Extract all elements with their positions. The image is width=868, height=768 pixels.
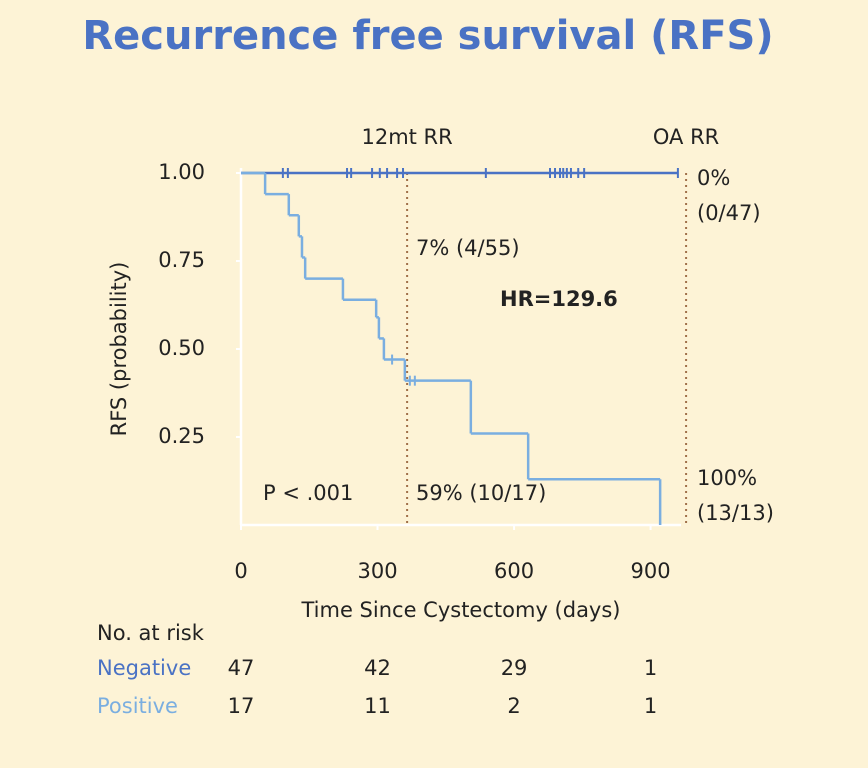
annotation: HR=129.6	[500, 287, 618, 311]
annotation: (0/47)	[697, 201, 761, 225]
reference-label: OA RR	[653, 125, 719, 149]
x-tick-label: 600	[494, 559, 534, 583]
risk-count: 47	[228, 656, 255, 680]
chart-title: Recurrence free survival (RFS)	[82, 13, 773, 59]
risk-count: 2	[507, 694, 520, 718]
y-tick-label: 0.50	[158, 336, 205, 360]
x-tick-label: 0	[234, 559, 247, 583]
annotation: 59% (10/17)	[416, 481, 546, 505]
risk-table-title: No. at risk	[97, 621, 205, 645]
x-tick-label: 900	[631, 559, 671, 583]
risk-count: 29	[501, 656, 528, 680]
risk-count: 1	[644, 656, 657, 680]
risk-count: 11	[364, 694, 391, 718]
y-tick-label: 0.25	[158, 424, 205, 448]
risk-count: 17	[228, 694, 255, 718]
reference-label: 12mt RR	[361, 125, 452, 149]
annotation: P < .001	[263, 481, 353, 505]
risk-count: 1	[644, 694, 657, 718]
annotation: 100%	[697, 466, 757, 490]
x-tick-label: 300	[357, 559, 397, 583]
annotation: 7% (4/55)	[416, 236, 520, 260]
x-axis-label: Time Since Cystectomy (days)	[300, 598, 620, 622]
y-tick-label: 1.00	[158, 160, 205, 184]
y-tick-label: 0.75	[158, 248, 205, 272]
annotation: 0%	[697, 166, 730, 190]
risk-row-name: Negative	[97, 656, 191, 680]
annotation: (13/13)	[697, 501, 774, 525]
risk-row-name: Positive	[97, 694, 178, 718]
risk-count: 42	[364, 656, 391, 680]
y-axis-label: RFS (probability)	[107, 262, 131, 437]
